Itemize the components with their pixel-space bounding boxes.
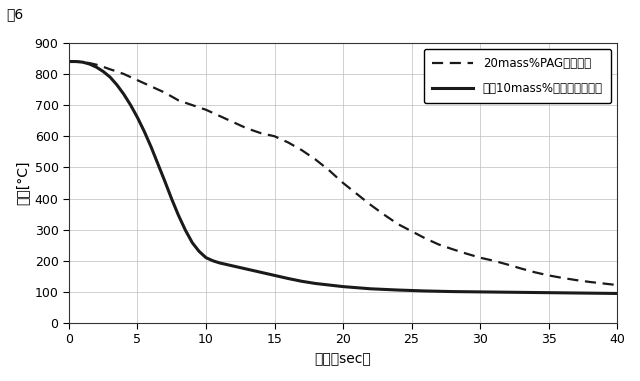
20mass%PAG系水溶液 [559, 275, 566, 280]
〜＋10mass%炭酸ナトリウム [113, 83, 121, 87]
20mass%PAG系水溶液 [312, 157, 319, 162]
20mass%PAG系水溶液 [504, 262, 511, 267]
20mass%PAG系水溶液 [476, 255, 484, 260]
〜＋10mass%炭酸ナトリウム [271, 273, 278, 278]
20mass%PAG系水溶液 [600, 281, 607, 286]
20mass%PAG系水溶液 [202, 107, 210, 112]
Legend: 20mass%PAG系水溶液, 〜＋10mass%炭酸ナトリウム: 20mass%PAG系水溶液, 〜＋10mass%炭酸ナトリウム [424, 49, 611, 103]
20mass%PAG系水溶液 [408, 229, 415, 234]
〜＋10mass%炭酸ナトリウム [531, 290, 539, 295]
〜＋10mass%炭酸ナトリウム [586, 291, 593, 295]
X-axis label: 時間［sec］: 時間［sec］ [315, 352, 371, 366]
〜＋10mass%炭酸ナトリウム [223, 262, 230, 267]
〜＋10mass%炭酸ナトリウム [476, 290, 484, 294]
20mass%PAG系水溶液 [134, 78, 141, 83]
20mass%PAG系水溶液 [380, 213, 388, 217]
〜＋10mass%炭酸ナトリウム [99, 69, 107, 74]
〜＋10mass%炭酸ナトリウム [613, 291, 621, 296]
20mass%PAG系水溶液 [586, 280, 593, 284]
〜＋10mass%炭酸ナトリウム [202, 255, 210, 260]
〜＋10mass%炭酸ナトリウム [284, 276, 292, 281]
〜＋10mass%炭酸ナトリウム [175, 213, 182, 218]
〜＋10mass%炭酸ナトリウム [326, 283, 333, 287]
20mass%PAG系水溶液 [106, 67, 114, 72]
20mass%PAG系水溶液 [339, 181, 347, 185]
〜＋10mass%炭酸ナトリウム [79, 60, 86, 64]
〜＋10mass%炭酸ナトリウム [65, 59, 73, 64]
20mass%PAG系水溶液 [216, 114, 223, 118]
20mass%PAG系水溶液 [113, 69, 121, 74]
〜＋10mass%炭酸ナトリウム [209, 258, 217, 263]
20mass%PAG系水溶液 [435, 242, 443, 247]
20mass%PAG系水溶液 [65, 59, 73, 64]
20mass%PAG系水溶液 [93, 62, 100, 67]
20mass%PAG系水溶液 [449, 247, 456, 251]
Line: 20mass%PAG系水溶液: 20mass%PAG系水溶液 [69, 62, 617, 285]
20mass%PAG系水溶液 [367, 202, 374, 207]
〜＋10mass%炭酸ナトリウム [504, 290, 511, 295]
〜＋10mass%炭酸ナトリウム [134, 115, 141, 120]
20mass%PAG系水溶液 [572, 278, 580, 282]
〜＋10mass%炭酸ナトリウム [188, 240, 196, 245]
20mass%PAG系水溶液 [175, 98, 182, 103]
20mass%PAG系水溶液 [545, 273, 552, 278]
〜＋10mass%炭酸ナトリウム [120, 92, 127, 96]
20mass%PAG系水溶液 [271, 134, 278, 139]
〜＋10mass%炭酸ナトリウム [312, 281, 319, 286]
〜＋10mass%炭酸ナトリウム [195, 249, 203, 254]
〜＋10mass%炭酸ナトリウム [182, 228, 189, 232]
〜＋10mass%炭酸ナトリウム [93, 65, 100, 69]
20mass%PAG系水溶液 [284, 140, 292, 145]
〜＋10mass%炭酸ナトリウム [243, 267, 251, 271]
20mass%PAG系水溶液 [86, 61, 93, 66]
20mass%PAG系水溶液 [188, 103, 196, 107]
〜＋10mass%炭酸ナトリウム [147, 145, 155, 149]
〜＋10mass%炭酸ナトリウム [141, 129, 148, 134]
20mass%PAG系水溶液 [298, 148, 306, 152]
20mass%PAG系水溶液 [353, 192, 360, 196]
〜＋10mass%炭酸ナトリウム [339, 284, 347, 289]
〜＋10mass%炭酸ナトリウム [257, 270, 265, 275]
20mass%PAG系水溶液 [99, 64, 107, 69]
20mass%PAG系水溶液 [72, 59, 79, 64]
〜＋10mass%炭酸ナトリウム [230, 264, 237, 268]
〜＋10mass%炭酸ナトリウム [72, 59, 79, 64]
20mass%PAG系水溶液 [394, 222, 402, 226]
〜＋10mass%炭酸ナトリウム [250, 269, 258, 273]
〜＋10mass%炭酸ナトリウム [154, 162, 162, 166]
20mass%PAG系水溶液 [161, 90, 169, 95]
20mass%PAG系水溶液 [120, 72, 127, 76]
20mass%PAG系水溶液 [613, 283, 621, 287]
20mass%PAG系水溶液 [127, 75, 134, 79]
20mass%PAG系水溶液 [257, 131, 265, 135]
〜＋10mass%炭酸ナトリウム [449, 289, 456, 294]
Text: 図6: 図6 [6, 8, 24, 22]
〜＋10mass%炭酸ナトリウム [367, 287, 374, 291]
Y-axis label: 温度[°C]: 温度[°C] [15, 161, 29, 205]
〜＋10mass%炭酸ナトリウム [298, 279, 306, 283]
〜＋10mass%炭酸ナトリウム [106, 75, 114, 79]
20mass%PAG系水溶液 [463, 251, 470, 256]
〜＋10mass%炭酸ナトリウム [559, 291, 566, 295]
20mass%PAG系水溶液 [243, 126, 251, 131]
20mass%PAG系水溶液 [517, 266, 525, 271]
20mass%PAG系水溶液 [79, 60, 86, 64]
〜＋10mass%炭酸ナトリウム [421, 289, 429, 293]
20mass%PAG系水溶液 [230, 120, 237, 125]
20mass%PAG系水溶液 [326, 168, 333, 173]
〜＋10mass%炭酸ナトリウム [127, 103, 134, 107]
20mass%PAG系水溶液 [490, 258, 497, 263]
〜＋10mass%炭酸ナトリウム [264, 272, 271, 276]
〜＋10mass%炭酸ナトリウム [236, 265, 244, 270]
Line: 〜＋10mass%炭酸ナトリウム: 〜＋10mass%炭酸ナトリウム [69, 62, 617, 293]
〜＋10mass%炭酸ナトリウム [161, 179, 169, 184]
20mass%PAG系水溶液 [531, 270, 539, 275]
〜＋10mass%炭酸ナトリウム [168, 197, 175, 202]
〜＋10mass%炭酸ナトリウム [86, 62, 93, 66]
〜＋10mass%炭酸ナトリウム [216, 261, 223, 265]
〜＋10mass%炭酸ナトリウム [394, 288, 402, 292]
20mass%PAG系水溶液 [147, 84, 155, 89]
20mass%PAG系水溶液 [421, 236, 429, 241]
